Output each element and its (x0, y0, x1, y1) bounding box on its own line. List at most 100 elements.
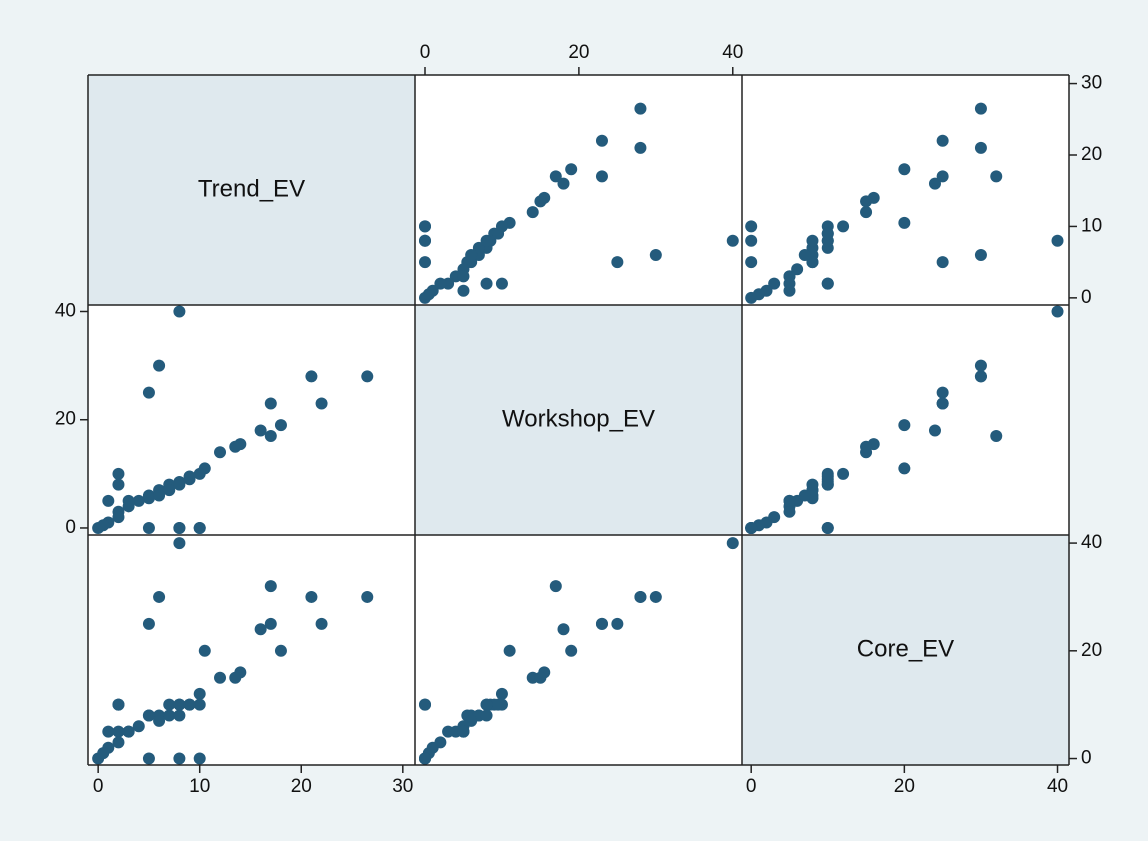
x-tick-label: 0 (420, 42, 431, 63)
point (193, 521, 206, 534)
point (142, 709, 155, 722)
point (726, 234, 739, 247)
point (503, 644, 516, 657)
diagonal-panel (742, 535, 1069, 765)
point (229, 671, 242, 684)
point (898, 462, 911, 475)
point (214, 671, 227, 684)
variable-name: Core_EV (857, 635, 954, 662)
point (798, 249, 811, 261)
x-tick-label: 40 (1047, 776, 1068, 797)
point (565, 644, 578, 657)
point (745, 521, 758, 534)
point (974, 141, 987, 154)
point (419, 220, 432, 233)
point (274, 644, 287, 657)
point (112, 725, 125, 738)
point (132, 720, 145, 733)
point (193, 467, 206, 480)
point (229, 440, 242, 453)
point (860, 440, 873, 453)
point (173, 698, 186, 711)
y-tick-label: 0 (65, 517, 76, 538)
point (495, 687, 508, 700)
point (480, 234, 493, 247)
point (726, 537, 739, 550)
point (153, 359, 166, 372)
point (264, 580, 277, 593)
point (193, 687, 206, 700)
point (595, 170, 608, 183)
point (928, 177, 941, 190)
point (173, 752, 186, 765)
point (457, 725, 470, 738)
point (634, 141, 647, 154)
point (122, 725, 135, 738)
point (745, 256, 758, 269)
point (936, 170, 949, 183)
point (193, 752, 206, 765)
point (1051, 305, 1064, 318)
point (783, 505, 796, 518)
point (183, 470, 196, 483)
point (193, 698, 206, 711)
point (132, 494, 145, 507)
point (315, 397, 328, 410)
point (173, 305, 186, 318)
x-tick-label: 20 (894, 776, 915, 797)
point (142, 617, 155, 630)
point (492, 698, 505, 711)
point (457, 270, 470, 283)
point (990, 429, 1003, 442)
x-tick-label: 20 (291, 776, 312, 797)
point (112, 736, 125, 749)
point (860, 206, 873, 219)
point (419, 234, 432, 247)
point (142, 492, 155, 505)
point (163, 709, 176, 722)
point (472, 241, 485, 254)
y-tick-label: 0 (1081, 287, 1092, 308)
y-tick-label: 40 (55, 301, 76, 322)
point (112, 511, 125, 524)
point (254, 623, 267, 636)
point (173, 478, 186, 491)
point (465, 249, 478, 261)
point (198, 644, 211, 657)
point (595, 134, 608, 147)
point (112, 478, 125, 491)
point (990, 170, 1003, 183)
point (264, 617, 277, 630)
point (974, 359, 987, 372)
point (745, 220, 758, 233)
point (783, 284, 796, 297)
point (898, 163, 911, 176)
point (534, 671, 547, 684)
point (783, 270, 796, 283)
point (936, 134, 949, 147)
point (936, 397, 949, 410)
point (611, 256, 624, 269)
point (821, 227, 834, 240)
diagonal-panel (88, 75, 415, 305)
point (821, 470, 834, 483)
point (153, 489, 166, 502)
point (860, 195, 873, 208)
point (361, 370, 374, 383)
point (122, 494, 135, 507)
point (557, 177, 570, 190)
point (274, 419, 287, 432)
point (480, 277, 493, 290)
point (806, 256, 819, 269)
point (97, 747, 110, 760)
point (565, 163, 578, 176)
point (112, 698, 125, 711)
point (783, 494, 796, 507)
point (974, 370, 987, 383)
point (142, 521, 155, 534)
point (173, 537, 186, 550)
point (928, 424, 941, 437)
point (419, 698, 432, 711)
point (837, 467, 850, 480)
point (419, 256, 432, 269)
